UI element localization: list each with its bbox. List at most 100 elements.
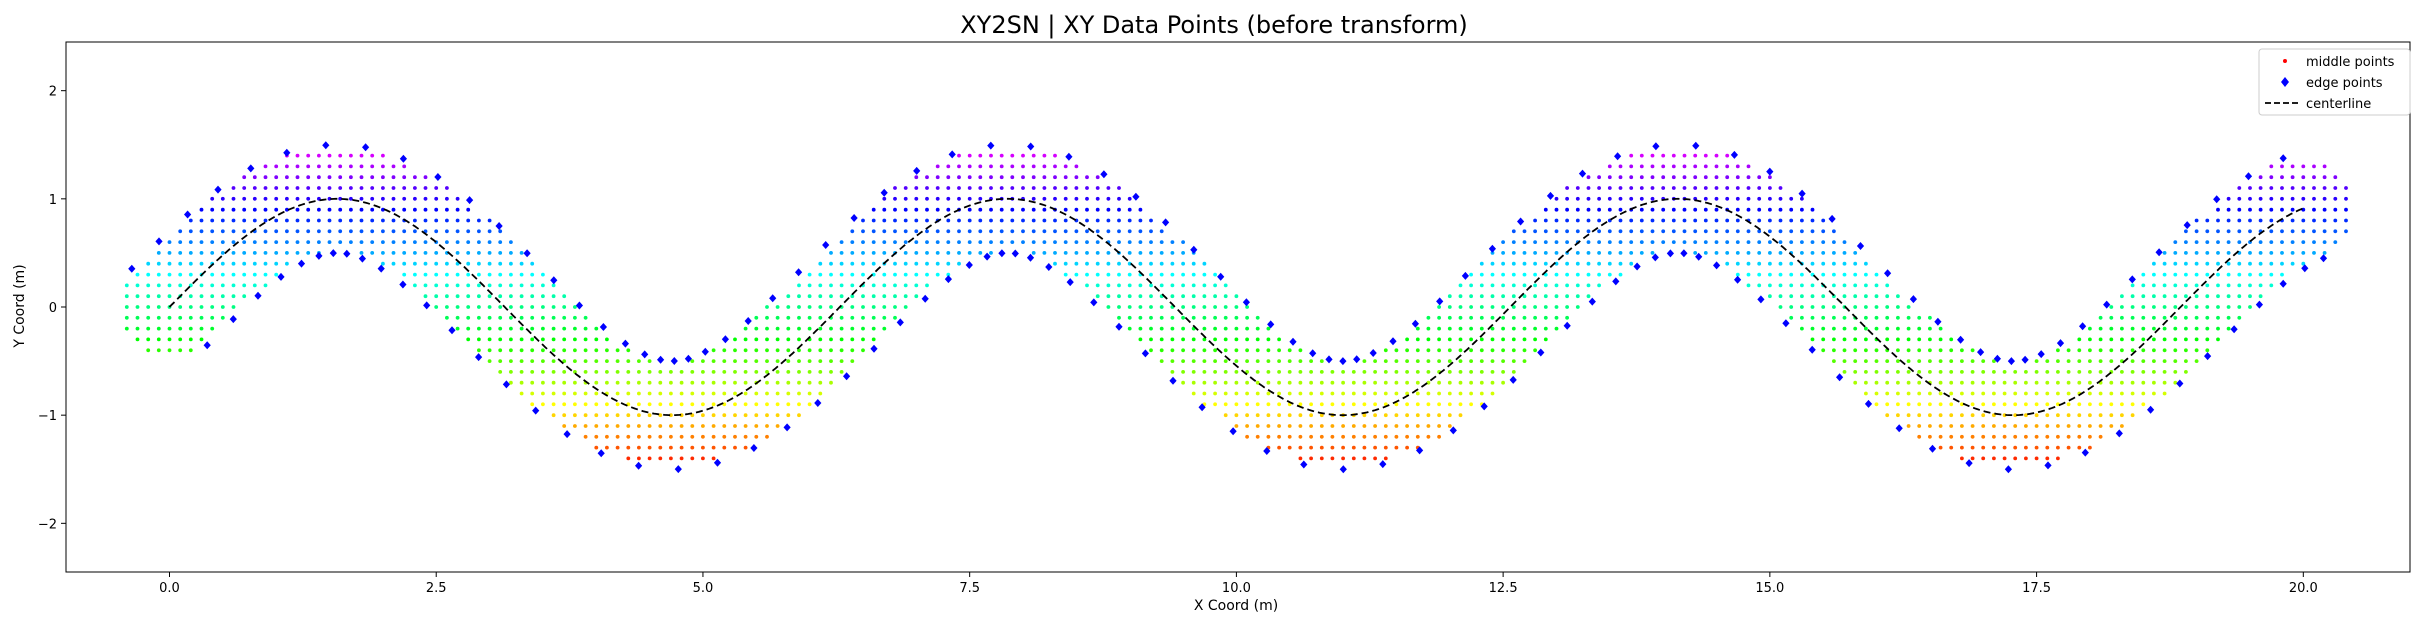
middle-point (242, 294, 247, 299)
middle-point (1042, 164, 1047, 169)
middle-point (156, 348, 161, 353)
middle-point (498, 283, 503, 288)
middle-point (1149, 218, 1153, 223)
edge-point (1957, 335, 1965, 344)
middle-point (1362, 391, 1367, 396)
middle-point (487, 283, 492, 288)
edge-point (822, 241, 830, 249)
middle-point (1085, 261, 1089, 266)
middle-point (1906, 391, 1911, 396)
middle-point (519, 272, 524, 277)
middle-point (1949, 402, 1954, 407)
middle-point (1031, 240, 1036, 245)
middle-point (2258, 175, 2263, 180)
middle-point (2088, 424, 2092, 428)
middle-point (327, 207, 332, 212)
middle-point (2120, 402, 2124, 407)
middle-point (519, 326, 524, 331)
middle-point (2290, 240, 2295, 245)
middle-point (1864, 391, 1868, 396)
middle-point (156, 337, 161, 342)
middle-point (786, 370, 791, 374)
middle-point (1138, 207, 1143, 212)
edge-point (1169, 376, 1177, 385)
middle-point (295, 251, 300, 255)
x-tick-label: 7.5 (959, 581, 980, 596)
middle-point (1928, 424, 1932, 428)
middle-point (1618, 175, 1623, 180)
middle-point (477, 315, 481, 320)
middle-point (1981, 424, 1986, 428)
middle-point (487, 218, 492, 223)
middle-point (1490, 359, 1495, 363)
middle-point (359, 229, 364, 234)
middle-point (2066, 370, 2071, 374)
middle-point (1543, 294, 1548, 299)
middle-point (370, 251, 375, 255)
middle-point (263, 207, 268, 212)
edge-point (1692, 141, 1700, 150)
middle-point (743, 402, 748, 407)
middle-point (1970, 359, 1975, 363)
middle-point (797, 305, 801, 309)
middle-point (850, 326, 855, 331)
x-tick-label: 15.0 (1755, 581, 1784, 596)
middle-point (1896, 348, 1900, 353)
middle-point (935, 196, 940, 201)
middle-point (434, 186, 439, 190)
middle-point (765, 380, 769, 385)
middle-point (1554, 294, 1559, 299)
middle-point (1063, 218, 1068, 223)
middle-point (839, 240, 844, 245)
middle-point (1597, 240, 1601, 245)
middle-point (722, 413, 727, 418)
middle-point (775, 370, 780, 374)
middle-point (199, 283, 204, 288)
middle-point (1127, 305, 1132, 309)
middle-point (509, 359, 513, 363)
middle-point (743, 348, 748, 353)
middle-point (2312, 207, 2316, 212)
middle-point (1629, 229, 1634, 234)
middle-point (1351, 370, 1356, 374)
middle-point (1202, 391, 1207, 396)
centerline (168, 197, 2304, 417)
middle-point (1181, 272, 1185, 277)
middle-point (2045, 359, 2050, 363)
middle-point (242, 261, 247, 266)
middle-point (1234, 380, 1239, 385)
middle-point (487, 261, 492, 266)
middle-point (2088, 391, 2092, 396)
middle-point (1170, 315, 1175, 320)
middle-point (605, 359, 609, 363)
middle-point (519, 261, 524, 266)
middle-point (2141, 391, 2146, 396)
middle-point (1245, 424, 1249, 428)
middle-point (946, 251, 951, 255)
middle-point (1309, 380, 1313, 385)
middle-point (466, 240, 471, 245)
middle-point (1255, 370, 1260, 374)
middle-point (573, 402, 577, 407)
middle-point (2130, 391, 2135, 396)
middle-point (2237, 207, 2242, 212)
middle-point (818, 348, 823, 353)
middle-point (1778, 196, 1783, 201)
edge-point (1757, 295, 1765, 304)
middle-point (754, 413, 759, 418)
middle-point (146, 348, 151, 353)
middle-point (1661, 186, 1666, 190)
edge-point (1934, 317, 1942, 326)
middle-point (188, 272, 193, 277)
middle-point (1149, 229, 1153, 234)
middle-point (1437, 348, 1441, 353)
middle-point (1885, 380, 1890, 385)
middle-point (2109, 413, 2114, 418)
middle-point (914, 294, 919, 299)
middle-point (2301, 229, 2306, 234)
middle-point (2184, 337, 2188, 342)
middle-point (199, 326, 204, 331)
middle-point (498, 261, 503, 266)
middle-point (1277, 337, 1281, 342)
middle-point (1639, 251, 1644, 255)
